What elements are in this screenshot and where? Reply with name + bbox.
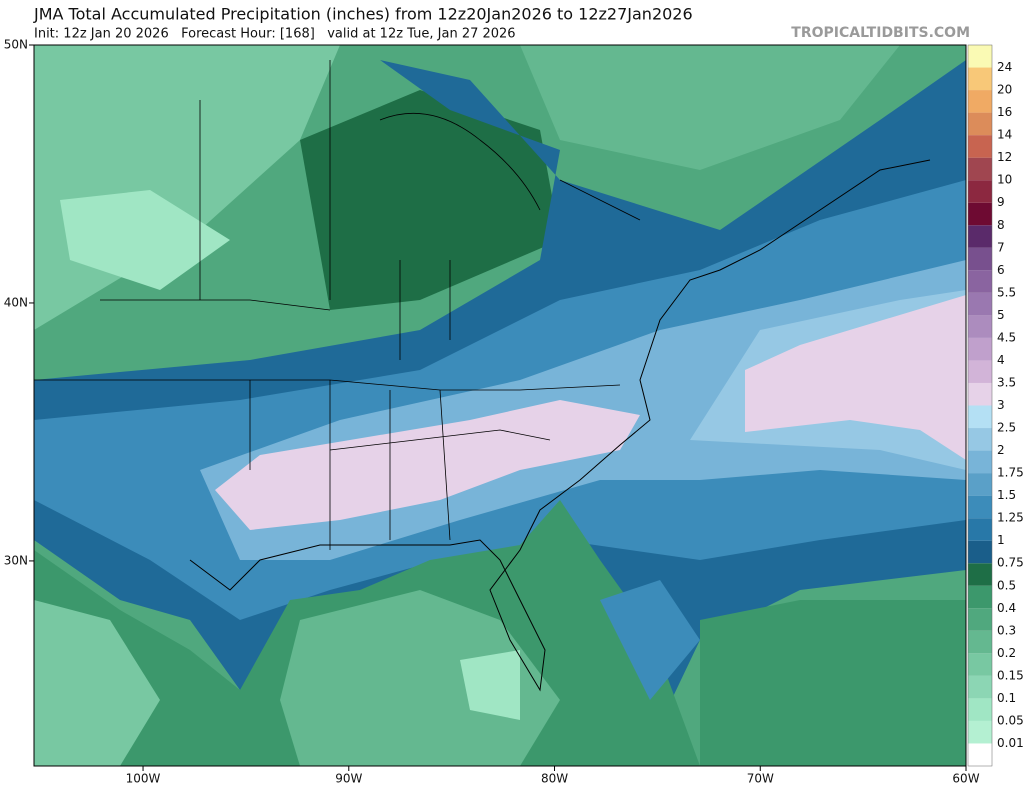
colorbar-label: 0.75	[997, 556, 1024, 570]
colorbar-swatch	[968, 67, 992, 91]
precip-field	[280, 590, 560, 766]
colorbar-label: 7	[997, 240, 1005, 254]
colorbar-label: 2.5	[997, 421, 1016, 435]
colorbar-swatch	[968, 473, 992, 496]
colorbar-swatch	[968, 585, 992, 609]
colorbar-label: 8	[997, 218, 1005, 232]
map-frame	[33, 44, 967, 767]
colorbar-label: 3	[997, 398, 1005, 412]
colorbar-label: 0.1	[997, 691, 1016, 705]
colorbar-swatch	[968, 225, 992, 248]
colorbar-swatch	[968, 428, 992, 451]
map-area	[34, 45, 966, 766]
colorbar-label: 24	[997, 60, 1012, 74]
colorbar-label: 1.5	[997, 488, 1016, 502]
precip-field	[460, 650, 520, 720]
x-tick-label: 90W	[335, 772, 362, 786]
colorbar-swatch	[968, 112, 992, 136]
colorbar-swatch	[968, 45, 992, 68]
colorbar-swatch	[968, 405, 992, 429]
colorbar-label: 0.2	[997, 646, 1016, 660]
colorbar-label: 16	[997, 105, 1012, 119]
colorbar-swatch	[968, 743, 992, 766]
colorbar-swatch	[968, 90, 992, 113]
colorbar-swatch	[968, 202, 992, 226]
lake-outlines	[379, 112, 641, 221]
x-tick-label: 80W	[541, 772, 568, 786]
colorbar-label: 0.5	[997, 578, 1016, 592]
colorbar-label: 4.5	[997, 330, 1016, 344]
x-tick-label: 70W	[747, 772, 774, 786]
colorbar-label: 12	[997, 150, 1012, 164]
colorbar-label: 0.4	[997, 601, 1016, 615]
colorbar-label: 14	[997, 128, 1012, 142]
precip-field	[60, 190, 230, 290]
subtitle: Init: 12z Jan 20 2026 Forecast Hour: [16…	[34, 27, 516, 42]
colorbar-swatch	[968, 675, 992, 699]
precip-field	[520, 45, 900, 170]
colorbar-swatch	[968, 698, 992, 721]
colorbar-label: 9	[997, 195, 1005, 209]
colorbar-label: 1.75	[997, 466, 1024, 480]
precip-field	[700, 600, 966, 766]
colorbar-swatch	[968, 630, 992, 654]
colorbar-label: 4	[997, 353, 1005, 367]
title: JMA Total Accumulated Precipitation (inc…	[33, 5, 693, 24]
colorbar-label: 1	[997, 533, 1005, 547]
colorbar-label: 1.25	[997, 511, 1024, 525]
y-tick-label: 50N	[4, 38, 28, 52]
colorbar-swatch	[968, 653, 992, 676]
precip-field	[745, 295, 966, 460]
colorbar-label: 6	[997, 263, 1005, 277]
colorbar-swatch	[968, 157, 992, 181]
colorbar: 0.01 0.05 0.1 0.15 0.2 0.3 0.4 0.5 0.75 1 1.25 1.5 1…	[967, 44, 1024, 767]
colorbar-swatch	[968, 292, 992, 316]
colorbar-swatch	[968, 540, 992, 564]
x-tick-label: 100W	[126, 772, 161, 786]
colorbar-label: 0.05	[997, 713, 1024, 727]
colorbar-label: 2	[997, 443, 1005, 457]
precip-field	[300, 90, 560, 310]
colorbar-swatch	[968, 563, 992, 586]
precip-field	[215, 400, 640, 530]
colorbar-label: 5	[997, 308, 1005, 322]
colorbar-swatch	[968, 247, 992, 271]
colorbar-label: 20	[997, 83, 1012, 97]
x-tick-label: 60W	[952, 772, 979, 786]
watermark: TROPICALTIDBITS.COM	[791, 25, 970, 41]
y-tick-label: 30N	[4, 553, 28, 567]
colorbar-swatch	[968, 450, 992, 474]
colorbar-label: 0.01	[997, 736, 1024, 750]
colorbar-swatch	[968, 337, 992, 361]
y-tick-label: 40N	[4, 295, 28, 309]
colorbar-swatch	[968, 608, 992, 631]
colorbar-label: 3.5	[997, 375, 1016, 389]
colorbar-label: 0.15	[997, 668, 1024, 682]
state-boundaries	[34, 60, 621, 550]
colorbar-swatch	[968, 135, 992, 158]
colorbar-swatch	[968, 518, 992, 541]
colorbar-label: 0.3	[997, 623, 1016, 637]
colorbar-swatch	[968, 495, 992, 519]
colorbar-swatch	[968, 270, 992, 293]
colorbar-label: 10	[997, 173, 1012, 187]
colorbar-label: 5.5	[997, 285, 1016, 299]
precip-field	[600, 580, 700, 700]
colorbar-swatch	[968, 315, 992, 338]
coastline	[189, 159, 931, 692]
colorbar-swatch	[968, 360, 992, 383]
colorbar-swatch	[968, 180, 992, 203]
colorbar-frame	[967, 44, 993, 767]
precip-field	[34, 600, 160, 766]
colorbar-swatch	[968, 382, 992, 406]
colorbar-swatch	[968, 720, 992, 744]
